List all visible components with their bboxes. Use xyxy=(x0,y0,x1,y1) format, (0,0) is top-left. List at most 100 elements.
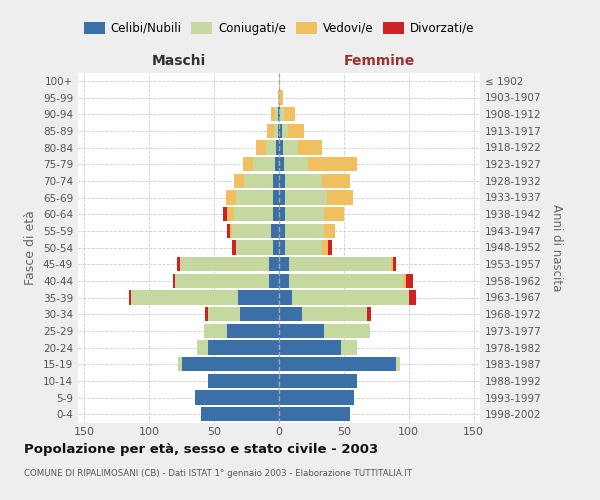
Bar xyxy=(367,307,371,322)
Bar xyxy=(393,257,396,271)
Bar xyxy=(286,207,325,221)
Bar xyxy=(278,107,279,121)
Bar xyxy=(230,224,232,238)
Bar xyxy=(227,207,233,221)
Bar xyxy=(201,407,279,421)
Bar xyxy=(272,190,279,204)
Bar xyxy=(204,324,227,338)
Bar xyxy=(178,357,182,371)
Bar xyxy=(279,407,350,421)
Bar xyxy=(238,290,279,304)
Bar xyxy=(274,124,278,138)
Bar xyxy=(279,240,286,254)
Bar xyxy=(279,307,302,322)
Bar xyxy=(275,157,279,171)
Bar xyxy=(341,340,357,354)
Bar xyxy=(284,107,295,121)
Bar xyxy=(208,340,279,354)
Bar xyxy=(302,307,367,322)
Bar xyxy=(292,290,409,304)
Bar xyxy=(223,207,227,221)
Bar xyxy=(205,307,208,322)
Bar xyxy=(242,157,253,171)
Bar xyxy=(288,124,304,138)
Bar xyxy=(173,274,175,288)
Bar xyxy=(279,140,283,154)
Bar xyxy=(325,224,335,238)
Bar xyxy=(279,340,341,354)
Bar xyxy=(279,290,292,304)
Bar xyxy=(208,307,240,322)
Bar xyxy=(271,107,275,121)
Bar xyxy=(227,324,279,338)
Bar xyxy=(197,340,208,354)
Bar xyxy=(175,274,269,288)
Bar xyxy=(279,124,281,138)
Bar xyxy=(227,224,230,238)
Y-axis label: Anni di nascita: Anni di nascita xyxy=(550,204,563,291)
Bar xyxy=(278,90,279,104)
Bar xyxy=(286,174,322,188)
Bar xyxy=(226,190,236,204)
Bar xyxy=(272,174,279,188)
Bar xyxy=(280,107,284,121)
Text: COMUNE DI RIPALIMOSANI (CB) - Dati ISTAT 1° gennaio 2003 - Elaborazione TUTTITAL: COMUNE DI RIPALIMOSANI (CB) - Dati ISTAT… xyxy=(24,468,412,477)
Bar xyxy=(409,290,416,304)
Bar xyxy=(322,240,328,254)
Bar xyxy=(284,157,308,171)
Bar xyxy=(391,257,393,271)
Bar xyxy=(279,390,354,404)
Bar xyxy=(128,290,131,304)
Bar xyxy=(182,357,279,371)
Bar xyxy=(271,224,279,238)
Bar xyxy=(286,240,322,254)
Bar xyxy=(232,224,271,238)
Bar xyxy=(286,190,327,204)
Bar xyxy=(279,274,289,288)
Bar xyxy=(268,124,274,138)
Bar xyxy=(279,174,286,188)
Bar xyxy=(328,240,332,254)
Bar xyxy=(131,290,238,304)
Bar xyxy=(279,190,286,204)
Bar xyxy=(277,140,279,154)
Bar xyxy=(181,257,269,271)
Bar xyxy=(233,207,272,221)
Bar xyxy=(269,257,279,271)
Bar xyxy=(283,140,298,154)
Bar xyxy=(275,107,278,121)
Bar xyxy=(278,124,279,138)
Bar xyxy=(233,174,244,188)
Bar xyxy=(279,257,289,271)
Bar xyxy=(325,207,344,221)
Bar xyxy=(208,374,279,388)
Bar xyxy=(396,357,400,371)
Bar xyxy=(279,207,286,221)
Bar xyxy=(406,274,413,288)
Bar xyxy=(289,257,391,271)
Bar xyxy=(236,190,272,204)
Bar xyxy=(256,140,266,154)
Bar xyxy=(289,274,403,288)
Text: Maschi: Maschi xyxy=(151,54,206,68)
Bar xyxy=(279,74,280,88)
Bar xyxy=(279,324,325,338)
Bar xyxy=(232,240,236,254)
Bar xyxy=(279,90,280,104)
Bar xyxy=(280,90,283,104)
Text: Femmine: Femmine xyxy=(344,54,415,68)
Legend: Celibi/Nubili, Coniugati/e, Vedovi/e, Divorzati/e: Celibi/Nubili, Coniugati/e, Vedovi/e, Di… xyxy=(79,17,479,40)
Bar xyxy=(279,374,357,388)
Bar xyxy=(325,324,370,338)
Text: Popolazione per età, sesso e stato civile - 2003: Popolazione per età, sesso e stato civil… xyxy=(24,442,378,456)
Bar xyxy=(298,140,322,154)
Bar xyxy=(244,174,272,188)
Bar xyxy=(279,157,284,171)
Bar xyxy=(253,157,275,171)
Bar xyxy=(281,124,288,138)
Bar xyxy=(240,307,279,322)
Bar xyxy=(308,157,357,171)
Bar xyxy=(269,274,279,288)
Bar xyxy=(322,174,350,188)
Bar xyxy=(279,357,396,371)
